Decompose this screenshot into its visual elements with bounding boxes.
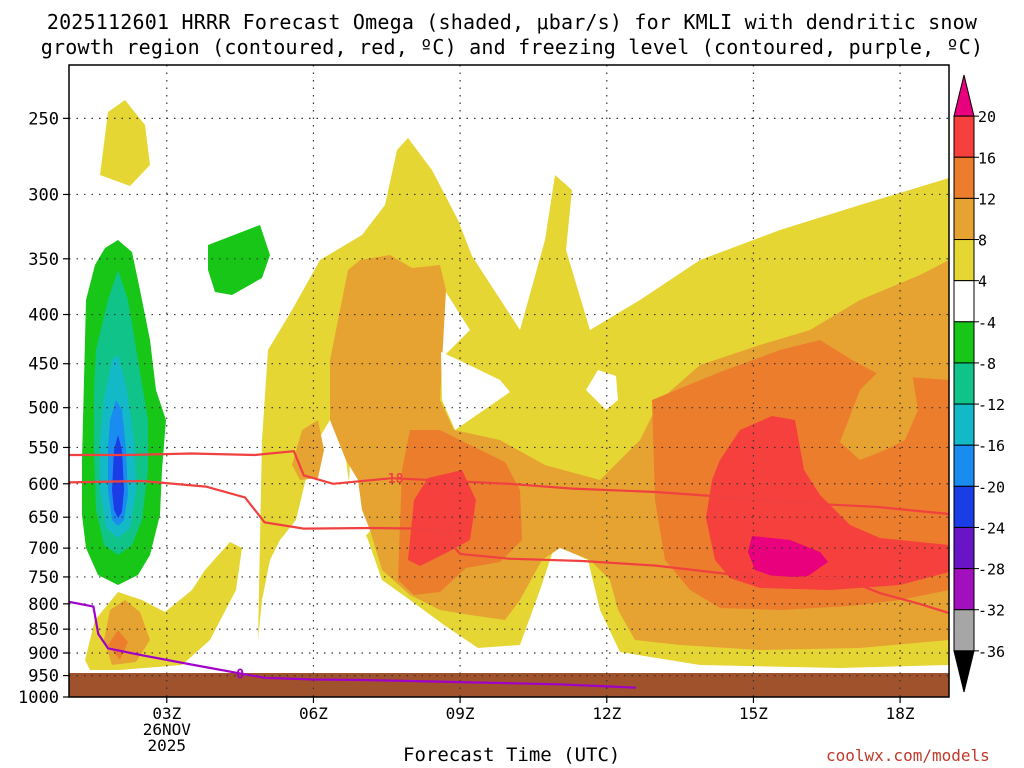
x-tick-label-03Z: 03Z [152,704,181,723]
x-tick-label-18Z: 18Z [886,704,915,723]
colorbar-label-1: 16 [978,149,996,167]
x-tick-label-06Z: 06Z [299,704,328,723]
omega-band-near-zero-2 [586,370,618,410]
isotherm-contours: -18 -12 0 [68,450,950,689]
colorbar-swatch-9 [953,444,975,487]
contour-label-2: 0 [236,667,244,682]
omega-colorbar: 20 16 12 8 4 -4 -8 -12 -16 -20 -24 -28 -32 -36 [953,74,1005,693]
y-tick-label-400: 400 [28,306,59,326]
omega-band-minus-4-to-minus-8-a [208,225,270,295]
x-axis-label: Forecast Time (UTC) [403,744,621,766]
chart-title-line2: growth region (contoured, red, ºC) and f… [40,35,984,59]
y-tick-label-650: 650 [28,508,59,528]
colorbar-swatch-10 [953,485,975,528]
gridlines [69,65,949,697]
colorbar-swatch-5 [953,280,975,323]
y-tick-label-750: 750 [28,568,59,588]
colorbar-swatch-7 [953,362,975,405]
pressure-axis: 250 300 350 400 450 500 550 600 650 700 750 800 850 9… [18,109,69,708]
omega-band-near-zero-4 [441,352,510,430]
x-tick-label-12Z: 12Z [592,704,621,723]
y-tick-label-450: 450 [28,355,59,375]
y-tick-label-550: 550 [28,438,59,458]
colorbar-swatch-1 [953,115,975,158]
x-year-label: 2025 [148,736,187,755]
y-tick-label-300: 300 [28,185,59,205]
omega-band-4-to-8-top [100,100,150,186]
colorbar-label-0: 20 [978,108,996,126]
colorbar-arrow-bottom [953,650,975,693]
contour-label-1: -12 [429,525,452,540]
ground-layer [69,673,949,697]
colorbar-label-6: -8 [978,355,996,373]
colorbar-label-9: -20 [978,478,1005,496]
omega-band-8-to-12-d [840,360,918,460]
source-credit[interactable]: coolwx.com/models [826,746,990,765]
x-date-label: 26NOV [143,720,192,739]
colorbar-swatch-12 [953,568,975,611]
contour-line-1 [68,479,950,615]
colorbar-label-3: 8 [978,232,987,250]
y-tick-label-500: 500 [28,399,59,419]
plot-frame [68,64,950,698]
y-tick-label-800: 800 [28,595,59,615]
x-tick-label-15Z: 15Z [739,704,768,723]
y-tick-label-850: 850 [28,620,59,640]
omega-band-above-20 [748,536,828,578]
colorbar-swatch-8 [953,403,975,446]
y-tick-label-350: 350 [28,250,59,270]
colorbar-swatch-4 [953,239,975,282]
y-tick-label-1000: 1000 [18,688,59,708]
colorbar-swatch-13 [953,609,975,652]
chart-title-line1: 2025112601 HRRR Forecast Omega (shaded, … [46,10,978,34]
colorbar-label-5: -4 [978,314,996,332]
contour-line-2 [68,600,637,689]
colorbar-label-2: 12 [978,190,996,208]
omega-band-16-to-20-a [408,470,476,566]
y-tick-label-900: 900 [28,644,59,664]
colorbar-label-10: -24 [978,519,1005,537]
colorbar-label-7: -12 [978,396,1005,414]
colorbar-swatch-6 [953,321,975,364]
colorbar-arrow-top [953,74,975,117]
contour-line-0 [69,450,950,516]
y-tick-label-950: 950 [28,667,59,687]
colorbar-label-11: -28 [978,561,1005,579]
y-tick-label-600: 600 [28,475,59,495]
y-tick-label-700: 700 [28,539,59,559]
colorbar-swatch-3 [953,197,975,241]
colorbar-label-8: -16 [978,437,1005,455]
y-tick-label-250: 250 [28,109,59,129]
colorbar-label-12: -32 [978,602,1005,620]
colorbar-label-4: 4 [978,273,987,291]
contour-label-0: -18 [380,472,404,487]
colorbar-label-13: -36 [978,643,1005,661]
colorbar-swatch-2 [953,156,975,199]
x-tick-label-09Z: 09Z [446,704,475,723]
colorbar-swatch-11 [953,526,975,570]
